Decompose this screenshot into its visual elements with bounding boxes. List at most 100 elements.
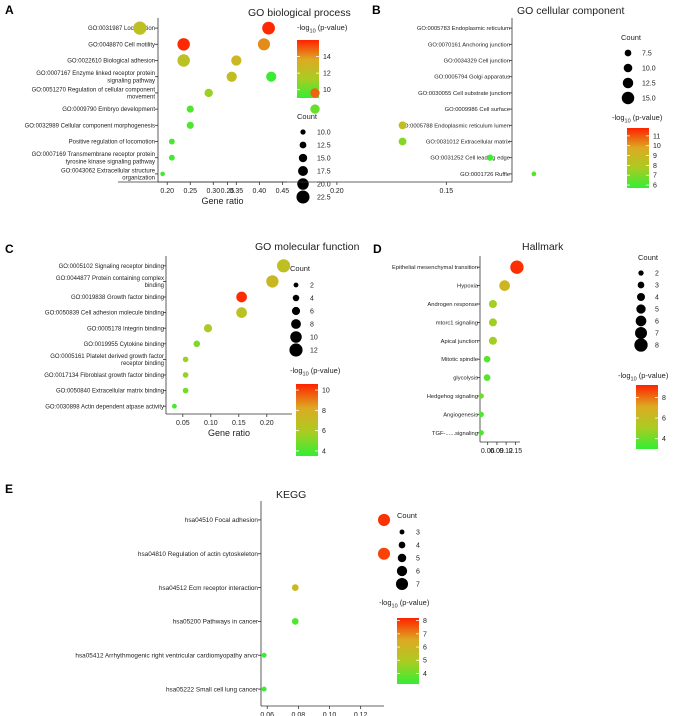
size-legend-label: 5: [416, 556, 420, 563]
x-tick-label: 0.12: [354, 712, 368, 716]
data-point: [226, 71, 237, 82]
color-legend-bar: [627, 128, 649, 188]
y-tick-label: Apical junction: [441, 339, 478, 345]
x-tick-label: 0.06: [481, 448, 495, 455]
size-legend-label: 6: [416, 569, 420, 576]
y-tick-label: GO:0034329 Cell junction: [444, 59, 510, 65]
size-legend-dot: [399, 529, 405, 535]
y-tick-label: hsa05222 Small cell lung cancer: [166, 686, 259, 693]
size-legend-dot: [289, 343, 303, 357]
data-point: [133, 21, 147, 35]
data-point: [168, 154, 175, 161]
color-legend-title: -log10 (p-value): [297, 23, 348, 35]
size-legend-label: 12: [310, 348, 318, 355]
x-tick-label: 0.25: [183, 188, 197, 195]
data-point: [177, 54, 190, 67]
size-legend-label: 22.5: [317, 195, 331, 202]
y-tick-label: glycolysis: [453, 376, 478, 382]
size-legend-dot: [635, 315, 647, 327]
y-tick-label: Hypoxia: [457, 284, 479, 290]
y-tick-label: GO:0048870 Cell motility: [88, 42, 155, 48]
size-legend-label: 17.5: [317, 169, 331, 176]
color-legend-label: 10: [322, 388, 330, 395]
data-point: [310, 88, 320, 98]
color-legend-label: 11: [653, 133, 660, 140]
size-legend-dot: [396, 565, 408, 577]
size-legend-label: 10: [310, 335, 318, 342]
size-legend-label: 7: [416, 582, 420, 589]
y-tick-label: GO:0005161 Platelet derived growth facto…: [50, 354, 164, 367]
size-legend-dot: [292, 294, 300, 302]
y-tick-label: GO:0009790 Embryo development: [62, 107, 155, 113]
x-tick-label: 0.25: [221, 188, 235, 195]
panel-letter: A: [5, 3, 14, 17]
y-tick-label: hsa04510 Focal adhesion: [185, 517, 259, 524]
size-legend-label: 3: [416, 530, 420, 537]
y-tick-label: GO:0030055 Cell substrate junction: [418, 91, 510, 97]
x-tick-label: 0.40: [253, 188, 267, 195]
y-tick-label: GO:0022610 Biological adhesion: [67, 59, 155, 65]
color-legend-label: 8: [322, 408, 326, 415]
data-point: [499, 280, 510, 291]
data-point: [488, 318, 497, 327]
panel-letter: B: [372, 3, 381, 17]
x-tick-label: 0.12: [499, 448, 513, 455]
x-axis-title: Gene ratio: [208, 428, 250, 438]
size-legend-label: 15.0: [642, 96, 656, 103]
size-legend-label: 10.0: [317, 130, 331, 137]
y-tick-label: GO:0001726 Ruffle: [460, 172, 510, 178]
data-point: [510, 260, 524, 274]
size-legend-label: 7.5: [642, 51, 652, 58]
color-legend-label: 4: [662, 436, 666, 443]
panel-letter: E: [5, 482, 13, 496]
panel-letter: C: [5, 242, 14, 256]
size-legend-dot: [298, 153, 308, 163]
x-tick-label: 0.35: [230, 188, 244, 195]
data-point: [186, 105, 194, 113]
data-point: [236, 291, 247, 303]
y-tick-label: GO:0005788 Endoplasmic reticulum lumen: [399, 123, 510, 129]
y-tick-label: GO:0031012 Extracellular matrix: [426, 140, 510, 146]
size-legend-dot: [623, 63, 633, 73]
color-legend-title: -log10 (p-value): [290, 366, 341, 378]
color-legend-label: 6: [322, 428, 326, 435]
data-point: [291, 584, 299, 591]
y-tick-label: GO:0032989 Cellular component morphogene…: [25, 123, 155, 129]
y-tick-label: hsa04512 Ecm receptor interaction: [159, 585, 259, 592]
size-legend-label: 15.0: [317, 156, 331, 163]
y-tick-label: GO:0005102 Signaling receptor binding: [59, 264, 164, 270]
color-legend-label: 9: [653, 153, 657, 160]
panel-title: GO cellular component: [517, 5, 624, 17]
data-point: [483, 355, 491, 363]
color-legend-label: 14: [323, 54, 331, 61]
size-legend-title: Count: [297, 112, 318, 121]
size-legend-label: 4: [655, 295, 659, 302]
size-legend-dot: [395, 577, 409, 591]
size-legend-label: 8: [655, 343, 659, 350]
data-point: [236, 307, 247, 318]
size-legend-dot: [293, 282, 299, 288]
size-legend-dot: [624, 49, 632, 57]
size-legend-dot: [291, 319, 301, 329]
y-tick-label: GO:0007169 Transmembrane receptor protei…: [32, 152, 155, 165]
data-point: [483, 374, 491, 381]
size-legend-title: Count: [290, 264, 311, 273]
panel-title: GO molecular function: [255, 241, 360, 253]
data-point: [177, 38, 190, 51]
color-legend-title: -log10 (p-value): [612, 113, 663, 125]
x-tick-label: 0.45: [276, 188, 290, 195]
data-point: [478, 411, 484, 418]
data-point: [182, 372, 189, 378]
y-tick-label: GO:0031987 Locomotion: [88, 26, 155, 32]
size-legend-dot: [299, 141, 307, 149]
color-legend-label: 8: [662, 395, 666, 402]
size-legend-dot: [291, 306, 301, 316]
x-tick-label: 0.10: [323, 712, 337, 716]
data-point: [398, 137, 407, 146]
data-point: [478, 393, 484, 399]
panel-letter: D: [373, 242, 382, 256]
y-tick-label: GO:0019838 Growth factor binding: [71, 295, 164, 301]
y-tick-label: Mitotic spindle: [441, 357, 478, 363]
